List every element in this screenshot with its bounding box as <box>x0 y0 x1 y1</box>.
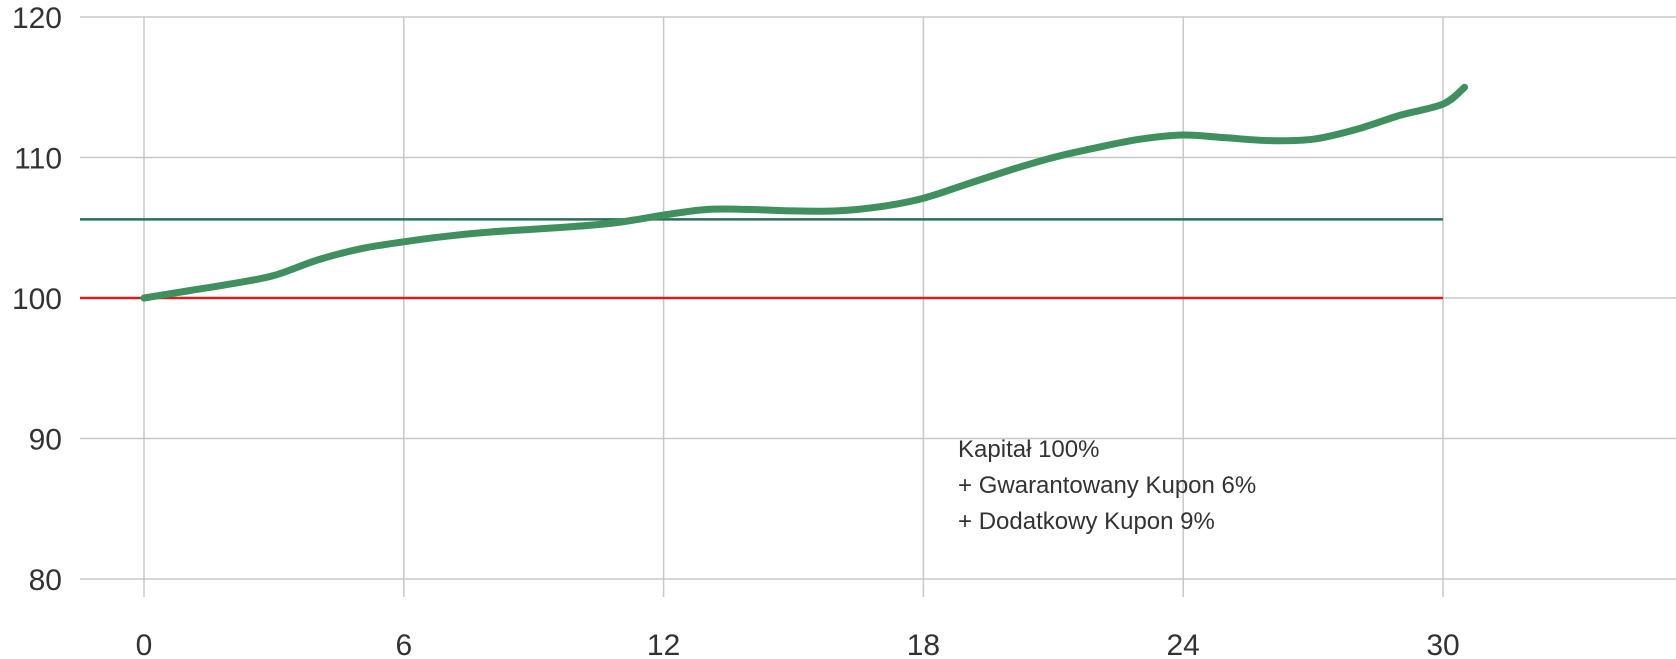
x-tick-label-30: 30 <box>1426 629 1459 659</box>
reference-lines <box>80 218 1443 300</box>
annotation-line-2: + Gwarantowany Kupon 6% <box>958 472 1256 499</box>
x-tick-label-6: 6 <box>395 629 412 659</box>
x-tick-label-0: 0 <box>136 629 153 659</box>
y-tick-label-80: 80 <box>29 564 62 597</box>
y-tick-label-90: 90 <box>29 424 62 457</box>
series-line-1 <box>140 83 1469 302</box>
annotation: Kapitał 100% + Gwarantowany Kupon 6% + D… <box>958 436 1256 535</box>
y-tick-label-110: 110 <box>14 143 62 176</box>
x-tick-label-12: 12 <box>647 629 680 659</box>
series-layer <box>140 83 1469 302</box>
y-tick-label-120: 120 <box>12 2 62 35</box>
y-tick-label-100: 100 <box>12 283 62 316</box>
annotation-line-3: + Dodatkowy Kupon 9% <box>958 508 1215 535</box>
x-tick-label-18: 18 <box>907 629 940 659</box>
tick-labels: 80 90 100 110 120 0 6 12 18 24 30 <box>12 2 1460 659</box>
annotation-line-1: Kapitał 100% <box>958 436 1099 463</box>
x-tick-label-24: 24 <box>1167 629 1200 659</box>
